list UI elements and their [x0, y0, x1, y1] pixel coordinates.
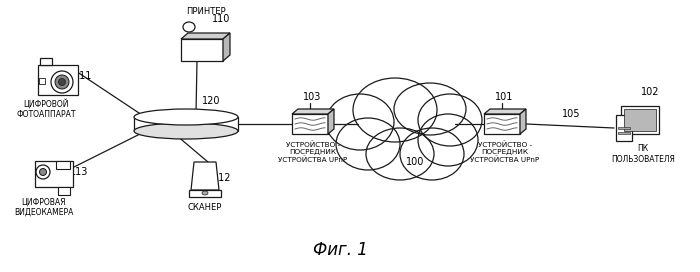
- Text: 102: 102: [640, 87, 659, 97]
- Polygon shape: [484, 109, 526, 114]
- Polygon shape: [520, 109, 526, 134]
- Text: 113: 113: [70, 167, 88, 177]
- Text: 111: 111: [74, 71, 92, 81]
- Text: УСТРОЙСТВО -
ПОСРЕДНИК
УСТРОЙСТВА UPnP: УСТРОЙСТВО - ПОСРЕДНИК УСТРОЙСТВА UPnP: [470, 141, 540, 163]
- FancyBboxPatch shape: [618, 127, 630, 129]
- Ellipse shape: [326, 94, 394, 150]
- Ellipse shape: [55, 75, 69, 89]
- Text: ПРИНТЕР: ПРИНТЕР: [186, 7, 226, 16]
- FancyBboxPatch shape: [56, 161, 70, 169]
- Polygon shape: [191, 162, 219, 190]
- Text: 100: 100: [406, 157, 424, 167]
- FancyBboxPatch shape: [189, 190, 221, 197]
- FancyBboxPatch shape: [181, 39, 223, 61]
- Text: УСТРОЙСТВО -
ПОСРЕДНИК
УСТРОЙСТВА UPnP: УСТРОЙСТВО - ПОСРЕДНИК УСТРОЙСТВА UPnP: [279, 141, 348, 163]
- FancyBboxPatch shape: [58, 187, 70, 195]
- Ellipse shape: [36, 165, 50, 179]
- Text: ЦИФРОВАЯ
ВИДЕОКАМЕРА: ЦИФРОВАЯ ВИДЕОКАМЕРА: [14, 197, 74, 217]
- Polygon shape: [328, 109, 334, 134]
- Ellipse shape: [202, 191, 208, 195]
- Ellipse shape: [59, 79, 66, 85]
- FancyBboxPatch shape: [624, 109, 656, 131]
- Ellipse shape: [336, 118, 400, 170]
- FancyBboxPatch shape: [618, 132, 630, 134]
- Text: 112: 112: [213, 173, 232, 183]
- FancyBboxPatch shape: [292, 114, 328, 134]
- Ellipse shape: [134, 123, 238, 139]
- Ellipse shape: [418, 114, 478, 166]
- Text: 120: 120: [202, 96, 220, 106]
- Text: 110: 110: [212, 14, 230, 24]
- FancyBboxPatch shape: [39, 78, 45, 84]
- Ellipse shape: [39, 168, 46, 175]
- Ellipse shape: [353, 78, 437, 142]
- Ellipse shape: [51, 71, 73, 93]
- Text: Фиг. 1: Фиг. 1: [313, 241, 368, 259]
- FancyBboxPatch shape: [484, 114, 520, 134]
- FancyBboxPatch shape: [40, 58, 52, 65]
- Text: 105: 105: [561, 109, 580, 119]
- Ellipse shape: [400, 128, 464, 180]
- Text: СКАНЕР: СКАНЕР: [188, 203, 222, 212]
- Polygon shape: [223, 33, 230, 61]
- Polygon shape: [134, 117, 238, 131]
- Ellipse shape: [134, 109, 238, 125]
- Ellipse shape: [366, 128, 434, 180]
- Text: 103: 103: [303, 92, 321, 102]
- Text: 101: 101: [495, 92, 513, 102]
- FancyBboxPatch shape: [621, 106, 659, 134]
- Ellipse shape: [394, 83, 466, 135]
- Ellipse shape: [418, 94, 482, 146]
- FancyBboxPatch shape: [35, 161, 73, 187]
- Polygon shape: [292, 109, 334, 114]
- Text: ЦИФРОВОЙ
ФОТОАППАРАТ: ЦИФРОВОЙ ФОТОАППАРАТ: [16, 99, 76, 119]
- Ellipse shape: [183, 22, 195, 32]
- Text: ПК
ПОЛЬЗОВАТЕЛЯ: ПК ПОЛЬЗОВАТЕЛЯ: [611, 144, 675, 164]
- FancyBboxPatch shape: [616, 115, 632, 141]
- FancyBboxPatch shape: [38, 65, 78, 95]
- Polygon shape: [181, 33, 230, 39]
